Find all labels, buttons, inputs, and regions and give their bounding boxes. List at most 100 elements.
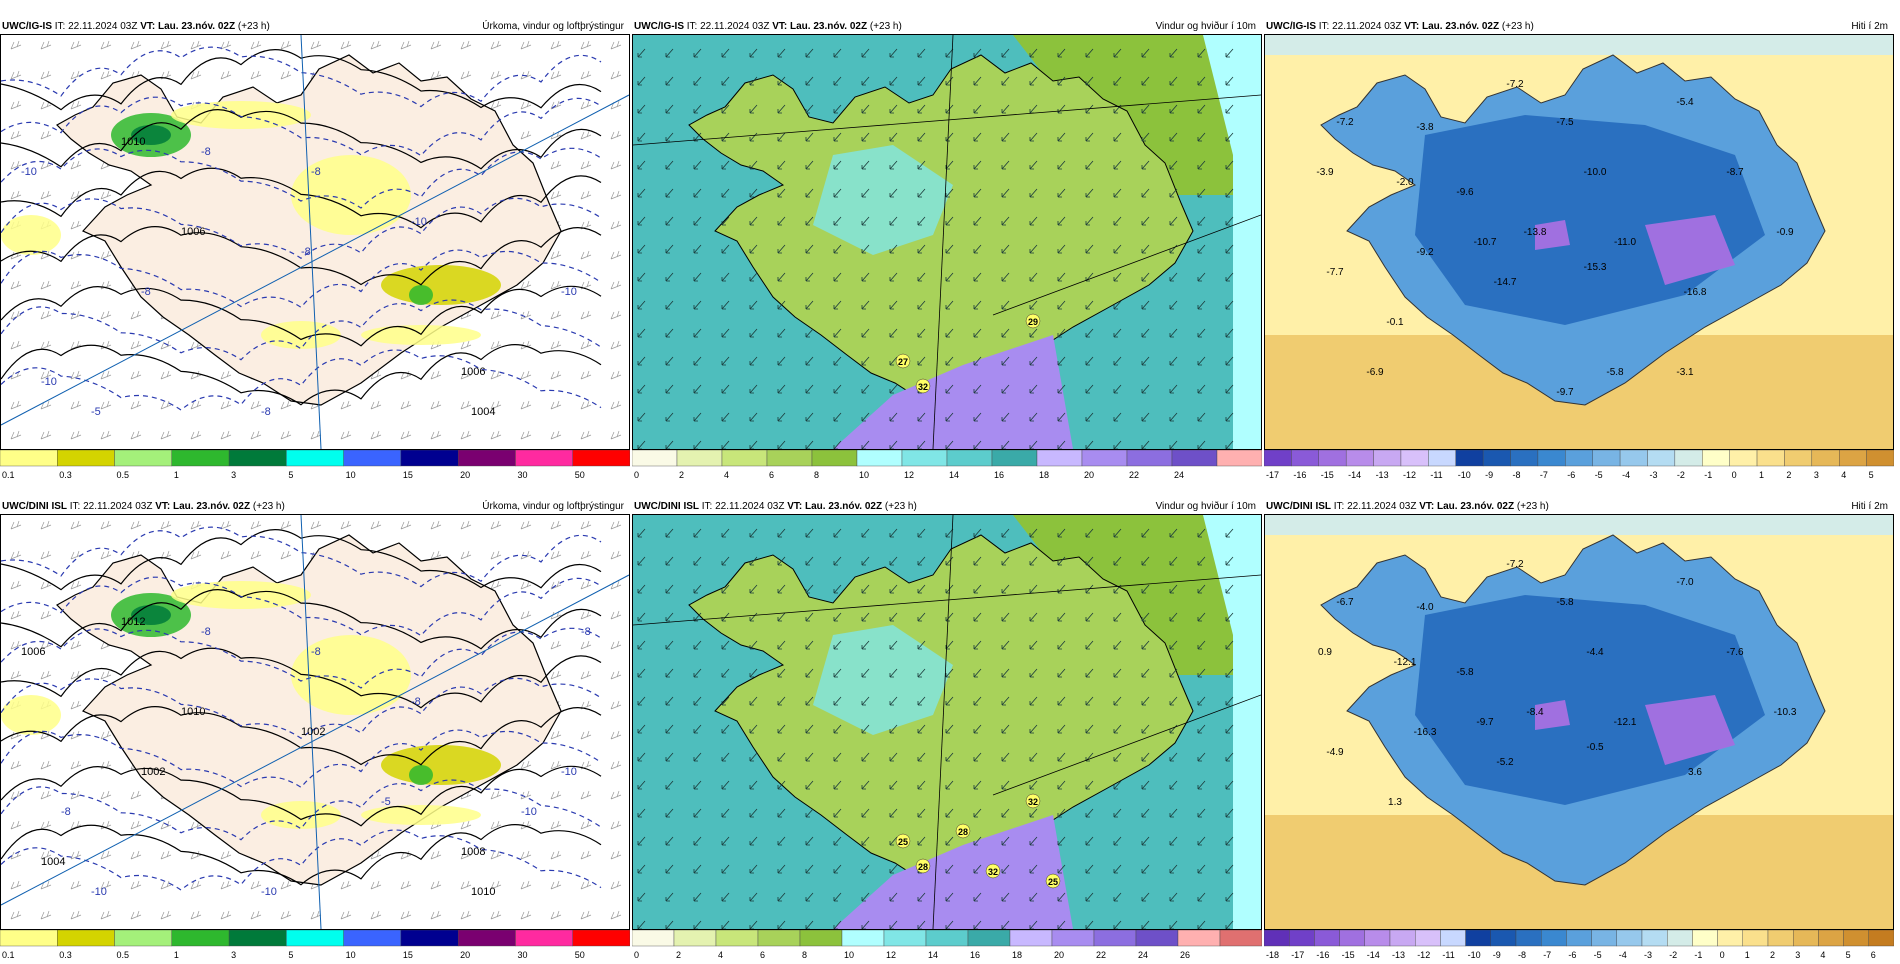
contour-label: -10	[561, 766, 577, 778]
colorbar-label: 8	[814, 470, 819, 480]
colorbar-svg: -17 -16 -15 -14 -13 -12 -11 -10 -9 -8 -7 -6 -5 -4 -3 -2…	[1264, 450, 1894, 480]
model-name: UWC/DINI ISL	[2, 501, 67, 512]
colorbar-swatch	[1216, 450, 1262, 467]
temperature-label: -5.4	[1676, 97, 1694, 108]
colorbar-swatch	[811, 450, 858, 467]
map-svg: 25 28 32 28 32 25	[633, 515, 1261, 929]
colorbar-svg: -18 -17 -16 -15 -14 -13 -12 -11 -10 -9 -8 -7 -6 -5 -4-…	[1264, 930, 1894, 960]
colorbar-label: 4	[1820, 950, 1825, 960]
colorbar: 0.1 0.3 0.5 1 3 5 10 15 20 30 50	[0, 930, 630, 964]
colorbar-swatch	[400, 930, 459, 947]
colorbar-label: 15	[403, 470, 413, 480]
temperature-label: -8.4	[1526, 707, 1544, 718]
temperature-label: -7.2	[1506, 79, 1524, 90]
colorbar-label: 10	[346, 950, 356, 960]
temperature-label: -14.7	[1494, 277, 1517, 288]
it-label: IT:	[701, 501, 713, 512]
colorbar-label: 18	[1012, 950, 1022, 960]
temperature-label: -12.1	[1614, 717, 1637, 728]
map-svg: -7.2 -7.0 -6.7 -4.0 -5.8 0.9 -12.1 -5.8 -4.4 -7.6…	[1265, 515, 1893, 929]
colorbar-swatch	[1667, 930, 1693, 947]
contour-label: 1008	[461, 846, 485, 858]
colorbar-swatch	[1541, 930, 1567, 947]
colorbar-label: 5	[1846, 950, 1851, 960]
colorbar-label: 5	[288, 470, 293, 480]
colorbar-swatch	[1616, 930, 1643, 947]
contour-label: 1002	[141, 766, 165, 778]
colorbar-swatch	[676, 450, 723, 467]
colorbar-swatch	[343, 930, 402, 947]
contour-label: -8	[301, 246, 311, 258]
colorbar-swatch	[632, 930, 675, 947]
colorbar-label: -10	[1468, 950, 1481, 960]
colorbar-swatch	[228, 450, 287, 467]
map-panel-precip-igis: UWC/IG-IS IT: 22.11.2024 03Z VT: Lau. 23…	[0, 16, 630, 484]
colorbar-label: -6	[1568, 950, 1576, 960]
temperature-label: -7.2	[1336, 117, 1354, 128]
colorbar: 0.1 0.3 0.5 1 3 5 10 15 20 30 50	[0, 450, 630, 484]
colorbar-label: 30	[517, 470, 527, 480]
colorbar-label: -11	[1430, 470, 1442, 480]
colorbar-swatch	[0, 930, 58, 947]
colorbar-swatch	[457, 450, 516, 467]
lead-time: (+23 h)	[869, 21, 902, 32]
colorbar-swatch	[1219, 930, 1262, 947]
vt-value: Lau. 23.nóv. 02Z	[173, 501, 251, 512]
colorbar-swatch	[1093, 930, 1137, 947]
colorbar: 0 2 4 6 8 10 12 14 16 18 20 22 24	[632, 450, 1262, 484]
contour-label: 1002	[301, 726, 325, 738]
temperature-label: 3.6	[1688, 767, 1702, 778]
colorbar-swatch	[286, 450, 344, 467]
colorbar-label: 2	[676, 950, 681, 960]
colorbar-label: 6	[769, 470, 774, 480]
colorbar-swatch	[1428, 450, 1456, 467]
contour-label: 1010	[181, 706, 205, 718]
contour-label: -10	[41, 376, 57, 388]
colorbar-label: 1	[174, 950, 179, 960]
colorbar-swatch	[721, 450, 768, 467]
map-frame: 1012 1010 1008 1010 1006 1004 1002 1002 -10 -10 -1…	[0, 514, 630, 930]
vt-value: Lau. 23.nóv. 02Z	[1437, 501, 1515, 512]
colorbar-svg: 0.1 0.3 0.5 1 3 5 10 15 20 30 50	[0, 450, 630, 480]
temperature-label: -2.0	[1396, 177, 1414, 188]
colorbar-label: 22	[1096, 950, 1106, 960]
temperature-label: -8.7	[1726, 167, 1744, 178]
gust-label: 27	[898, 357, 908, 367]
colorbar-swatch	[171, 450, 230, 467]
colorbar-label: 20	[460, 470, 470, 480]
colorbar-swatch	[883, 930, 927, 947]
colorbar-swatch	[286, 930, 344, 947]
colorbar-label: -10	[1458, 470, 1471, 480]
colorbar-swatch	[1793, 930, 1819, 947]
temperature-label: -5.8	[1456, 667, 1474, 678]
colorbar-swatch	[1592, 450, 1621, 467]
colorbar-label: -15	[1321, 470, 1334, 480]
colorbar-swatch	[1843, 930, 1869, 947]
colorbar-swatch	[457, 930, 516, 947]
colorbar-swatch	[632, 450, 678, 467]
panel-title: Hiti í 2m	[1851, 501, 1888, 512]
colorbar-label: 24	[1138, 950, 1148, 960]
it-value: 22.11.2024 03Z	[68, 21, 138, 32]
colorbar-label: -13	[1392, 950, 1405, 960]
gust-label: 32	[918, 382, 928, 392]
colorbar-label: 6	[760, 950, 765, 960]
colorbar-label: -12	[1417, 950, 1430, 960]
contour-label: 1006	[461, 366, 485, 378]
colorbar-swatch	[1455, 450, 1484, 467]
colorbar-label: 4	[1841, 470, 1846, 480]
vt-label: VT:	[140, 21, 156, 32]
contour-label: 1010	[121, 136, 145, 148]
vt-value: Lau. 23.nóv. 02Z	[158, 21, 236, 32]
map-frame: -7.2 -7.0 -6.7 -4.0 -5.8 0.9 -12.1 -5.8 -4.4 -7.6…	[1264, 514, 1894, 930]
colorbar-swatch	[1510, 450, 1539, 467]
temperature-label: -16.8	[1684, 287, 1707, 298]
contour-label: -8	[311, 166, 321, 178]
colorbar-swatch	[1289, 930, 1315, 947]
colorbar-label: 0.5	[117, 470, 130, 480]
contour-label: 1006	[181, 226, 205, 238]
colorbar-swatch	[515, 450, 573, 467]
colorbar-label: -16	[1316, 950, 1329, 960]
colorbar-svg: 0.1 0.3 0.5 1 3 5 10 15 20 30 50	[0, 930, 630, 960]
colorbar-label: 2	[679, 470, 684, 480]
